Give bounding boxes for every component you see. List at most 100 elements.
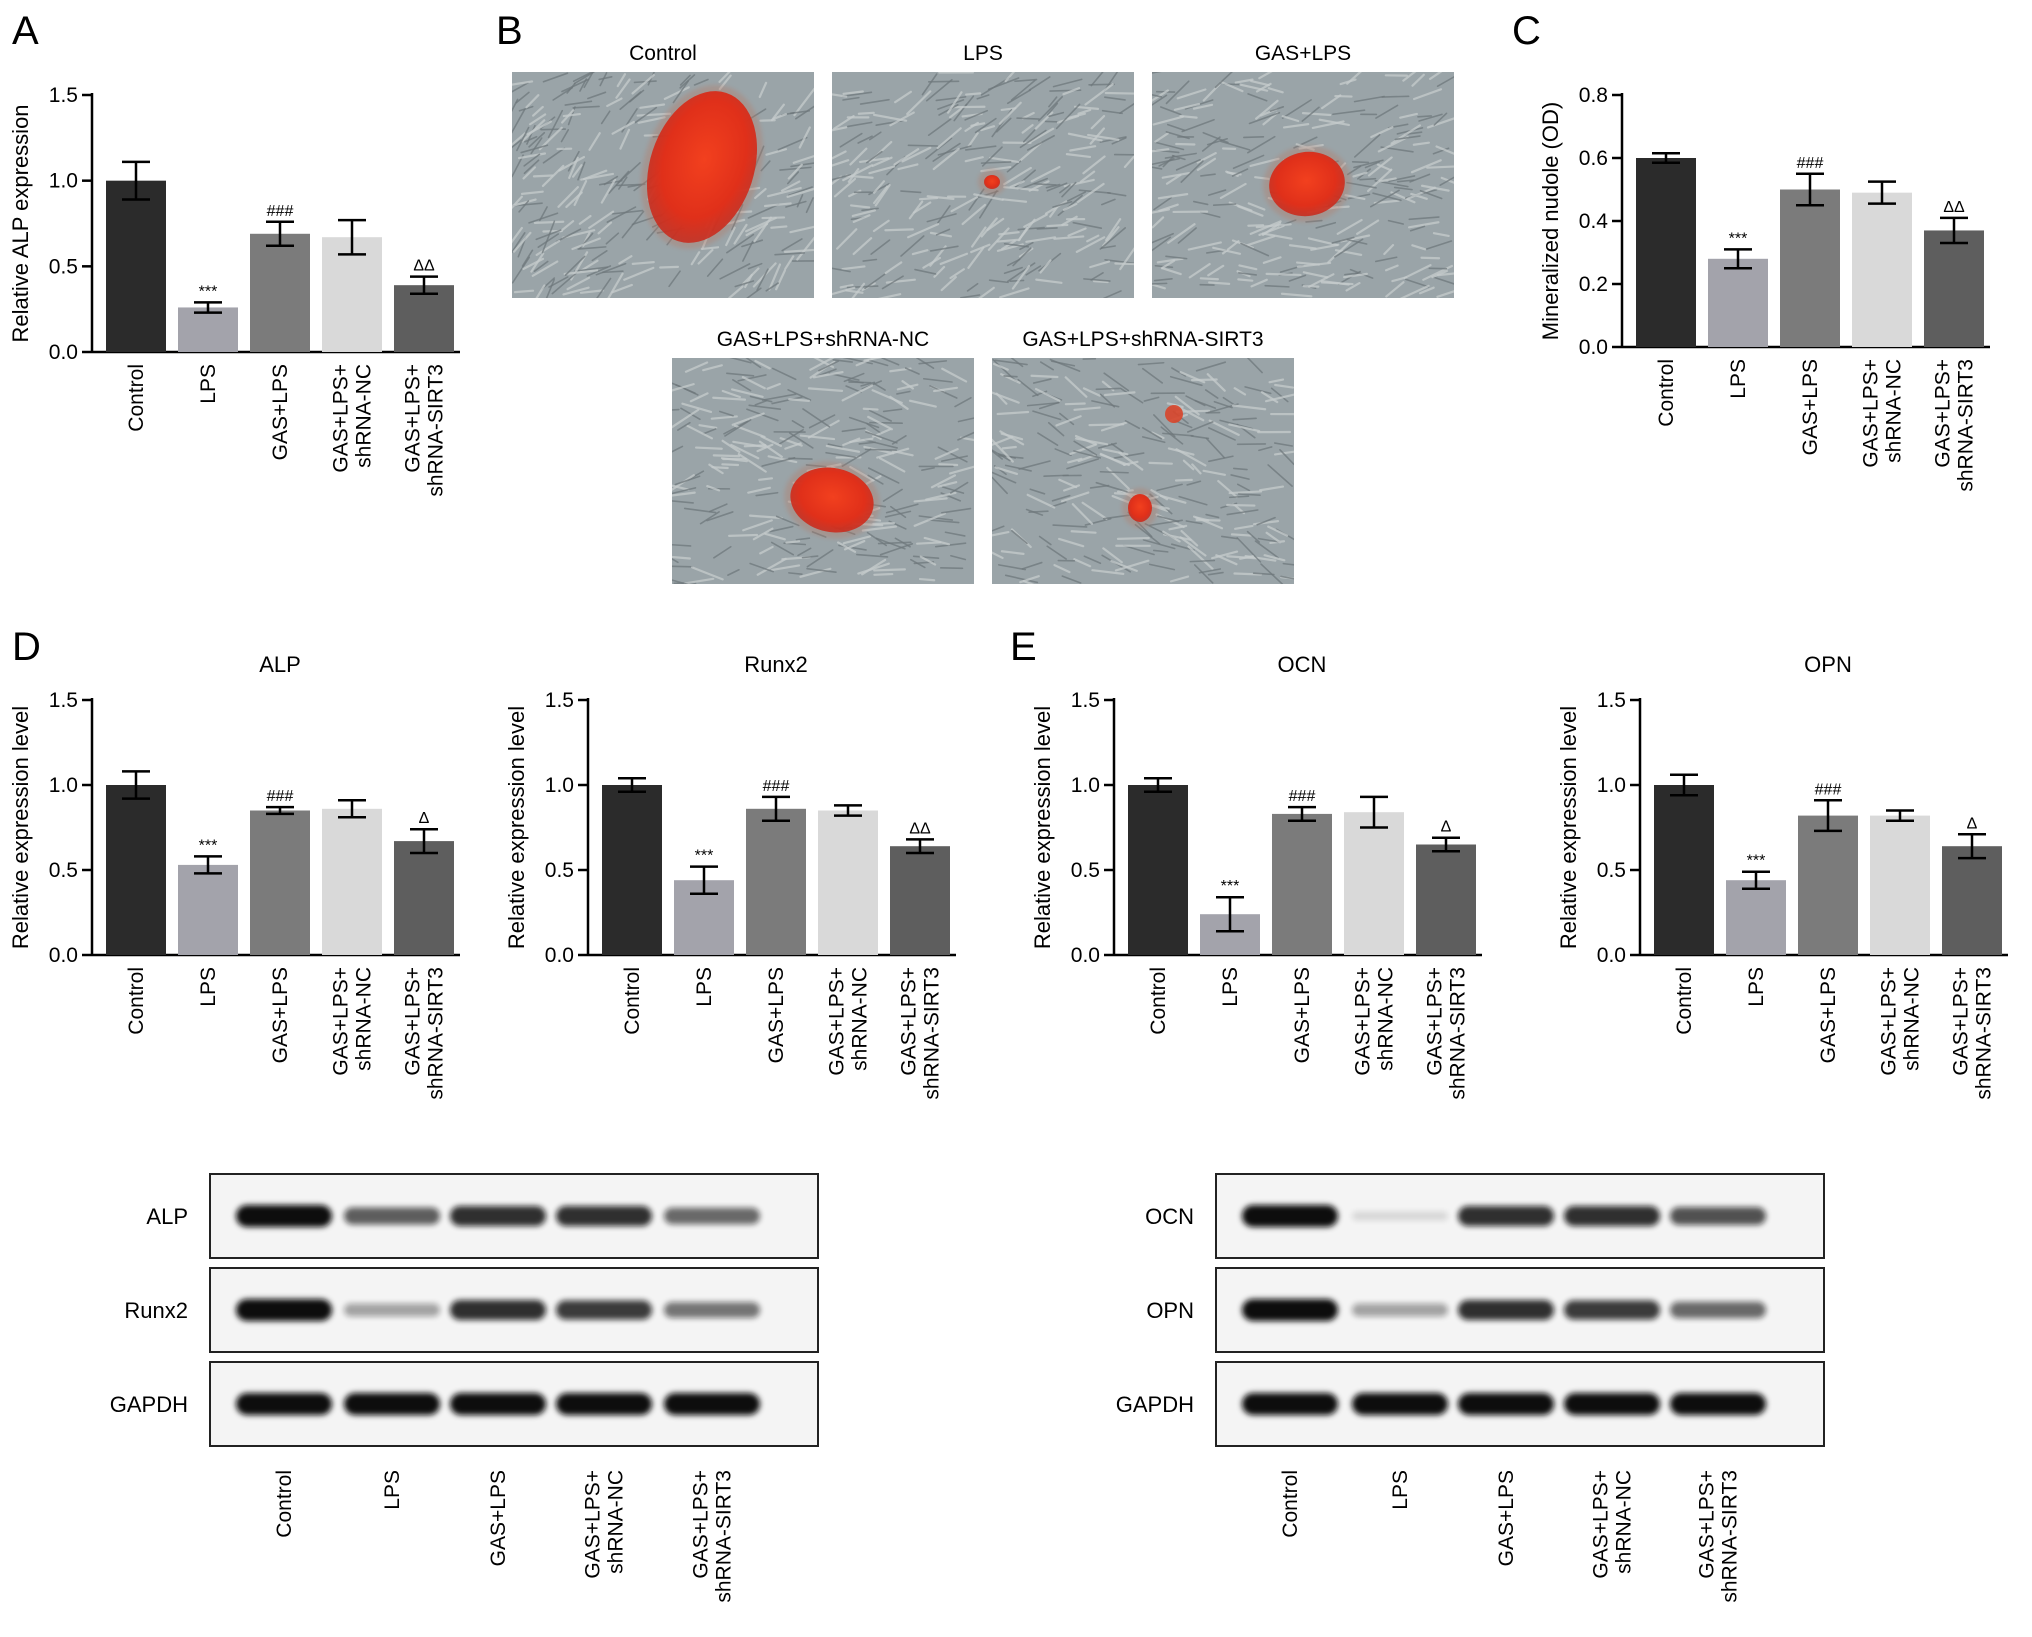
- cell-streak: [873, 185, 889, 205]
- cell-streak: [533, 260, 549, 272]
- cell-streak: [732, 378, 752, 392]
- cell-streak: [1157, 193, 1189, 200]
- x-tick-label-line: Control: [621, 967, 644, 1035]
- cell-streak: [1258, 446, 1273, 452]
- cell-streak: [706, 258, 724, 277]
- cell-streak: [934, 542, 967, 548]
- x-tick-label: Control: [125, 967, 148, 1035]
- cell-streak: [748, 514, 783, 520]
- cell-streak: [825, 451, 856, 459]
- cell-streak: [1404, 278, 1430, 288]
- cell-streak: [1190, 378, 1218, 382]
- cell-streak: [1239, 83, 1269, 92]
- cell-streak: [712, 454, 741, 458]
- blot-lane-label-line: shRNA-NC: [1613, 1470, 1636, 1574]
- cell-streak: [1372, 192, 1402, 202]
- cell-streak: [745, 222, 768, 237]
- cell-streak: [763, 202, 792, 208]
- x-tick-label-line: Control: [1147, 967, 1170, 1035]
- cell-streak: [595, 262, 627, 276]
- cell-streak: [1267, 87, 1284, 94]
- cell-streak: [988, 279, 1009, 284]
- bar: [394, 285, 454, 352]
- cell-streak: [1173, 102, 1201, 111]
- bar: [178, 307, 238, 352]
- x-tick-label-line: LPS: [1727, 359, 1750, 399]
- significance-mark: ***: [1747, 853, 1766, 870]
- cell-streak: [1351, 160, 1370, 164]
- cell-streak: [1062, 202, 1078, 211]
- cell-streak: [1282, 123, 1310, 129]
- cell-streak: [796, 194, 804, 208]
- cell-streak: [1201, 136, 1221, 152]
- cell-streak: [836, 541, 857, 553]
- blot-band: [1458, 1393, 1554, 1415]
- micrograph-image: [512, 72, 814, 298]
- chart-e-ocn: 0.0 0.5 1.0 1.5 Relative expression level OCN…: [1030, 652, 1482, 1100]
- cell-streak: [927, 118, 952, 137]
- cell-streak: [1019, 141, 1043, 162]
- cell-streak: [863, 358, 883, 362]
- cell-streak: [1004, 72, 1016, 83]
- cell-streak: [758, 477, 774, 481]
- y-tick-label: 0.5: [1597, 859, 1626, 882]
- cell-streak: [1053, 563, 1071, 574]
- cell-streak: [1057, 194, 1083, 217]
- cell-streak: [563, 269, 599, 276]
- cell-streak: [839, 132, 863, 148]
- cell-streak: [964, 156, 984, 163]
- x-tick-label: GAS+LPS+shRNA-NC: [1860, 359, 1906, 468]
- cell-streak: [747, 203, 780, 219]
- cell-streak: [733, 223, 748, 245]
- cell-streak: [718, 72, 731, 84]
- cell-streak: [1073, 558, 1092, 568]
- cell-streak: [1198, 568, 1222, 574]
- cell-streak: [611, 209, 644, 215]
- cell-streak: [530, 137, 543, 155]
- x-tick-label-line: shRNA-NC: [1883, 359, 1906, 463]
- cell-streak: [896, 383, 919, 391]
- cell-streak: [832, 150, 847, 160]
- cell-streak: [957, 417, 974, 423]
- cell-streak: [925, 78, 953, 102]
- cell-streak: [864, 439, 898, 449]
- cell-streak: [572, 72, 594, 83]
- cell-streak: [706, 484, 721, 492]
- blot-band: [556, 1393, 652, 1415]
- cell-streak: [1017, 378, 1039, 397]
- cell-streak: [1066, 458, 1100, 470]
- cell-streak: [1208, 281, 1231, 285]
- cell-streak: [867, 467, 900, 484]
- cell-streak: [1402, 72, 1417, 82]
- cell-streak: [868, 165, 896, 175]
- x-tick-label: GAS+LPS+shRNA-SIRT3: [1950, 967, 1996, 1100]
- cell-streak: [1202, 131, 1229, 144]
- cell-streak: [537, 233, 560, 248]
- cell-streak: [1246, 358, 1263, 374]
- cell-streak: [930, 474, 957, 489]
- cell-streak: [927, 519, 960, 524]
- cell-streak: [779, 166, 812, 171]
- cell-streak: [912, 201, 932, 214]
- cell-streak: [787, 186, 813, 197]
- cell-streak: [1208, 189, 1227, 196]
- cell-streak: [1079, 170, 1096, 183]
- cell-streak: [940, 275, 957, 292]
- cell-streak: [756, 557, 787, 576]
- cell-streak: [1332, 109, 1366, 116]
- cell-streak: [1148, 461, 1173, 465]
- cell-streak: [880, 358, 900, 366]
- x-tick-label: Control: [125, 364, 148, 432]
- cell-streak: [1422, 264, 1454, 281]
- cell-streak: [1331, 236, 1355, 244]
- x-tick-label-line: GAS+LPS+: [826, 967, 849, 1076]
- cell-streak: [1228, 490, 1263, 495]
- cell-streak: [799, 434, 836, 441]
- blot-lane-label: LPS: [381, 1470, 404, 1510]
- cell-streak: [1019, 129, 1047, 149]
- cell-streak: [992, 476, 1008, 495]
- cell-streak: [1153, 196, 1173, 211]
- cell-streak: [1411, 73, 1425, 87]
- cell-streak: [702, 428, 717, 435]
